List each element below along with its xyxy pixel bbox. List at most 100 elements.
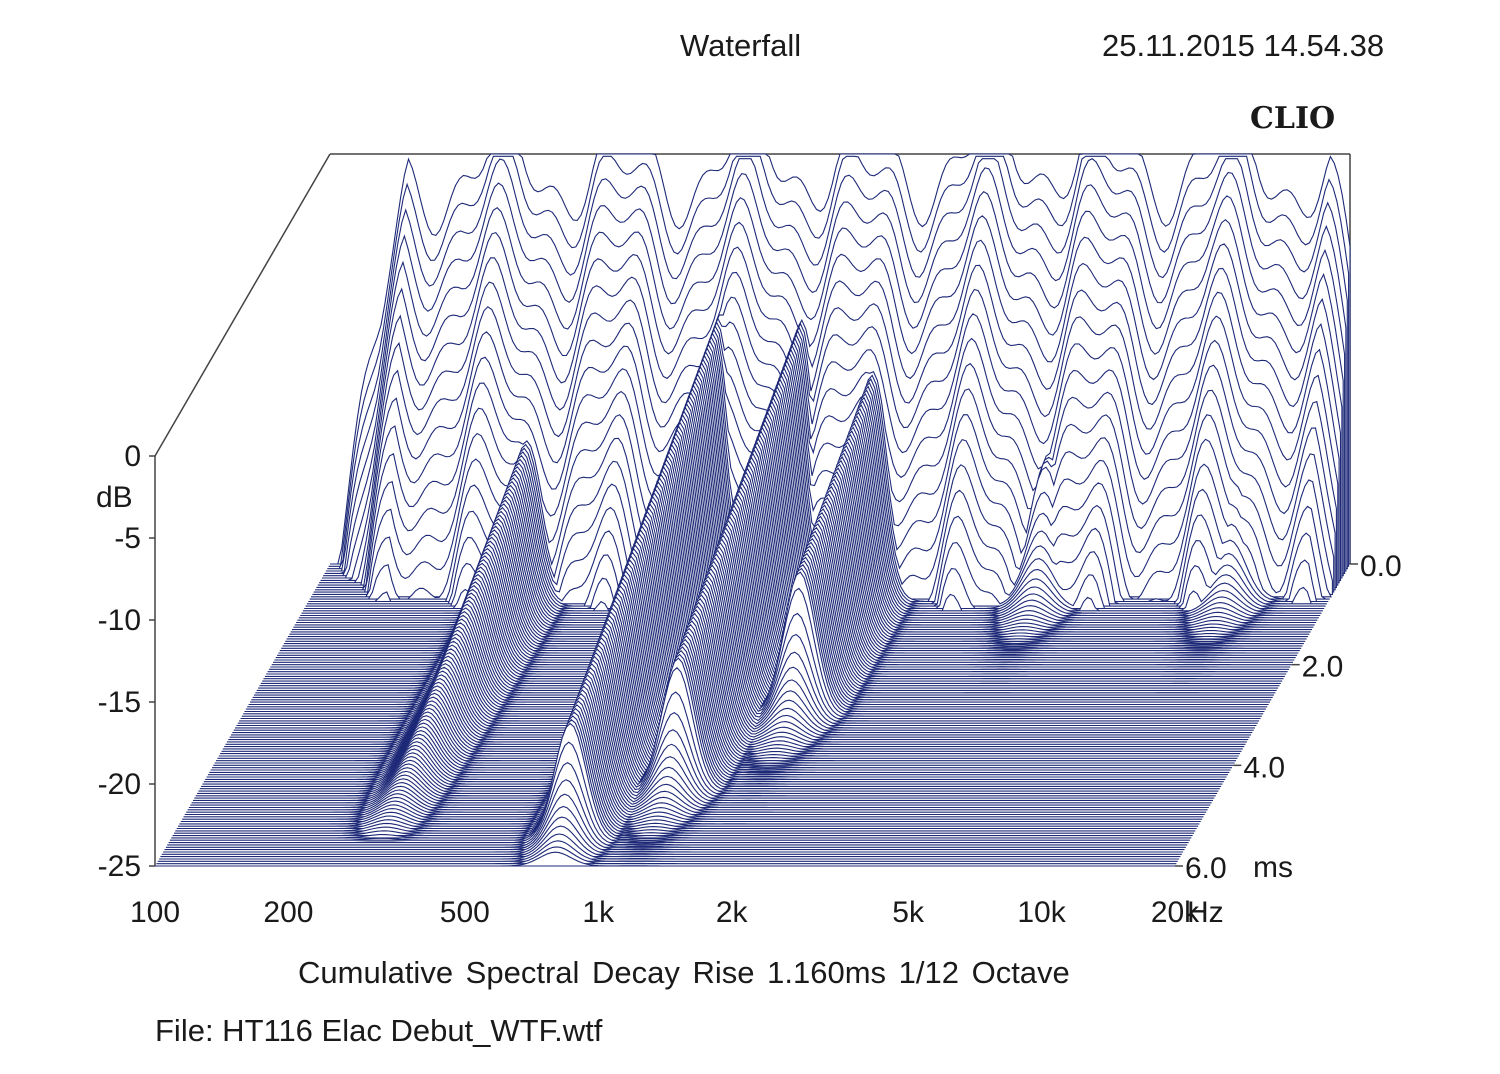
decay-trace bbox=[157, 840, 1178, 862]
decay-trace bbox=[220, 585, 1241, 755]
decay-trace bbox=[251, 499, 1272, 701]
z-axis-ticks: 0.0 2.0 4.0 6.0 bbox=[1175, 550, 1402, 885]
x-axis-ticks: 100 200 500 1k 2k 5k 10k 20k bbox=[130, 896, 1200, 929]
x-tick-label: 5k bbox=[892, 896, 925, 929]
decay-trace bbox=[202, 633, 1223, 785]
z-tick-label: 4.0 bbox=[1243, 751, 1285, 784]
decay-trace bbox=[241, 525, 1262, 717]
decay-trace bbox=[165, 779, 1186, 848]
decay-trace bbox=[160, 825, 1181, 858]
decay-trace bbox=[175, 707, 1196, 832]
decay-trace bbox=[248, 507, 1269, 706]
x-tick-label: 100 bbox=[130, 896, 180, 929]
decay-trace bbox=[159, 833, 1180, 860]
z-axis-unit: ms bbox=[1253, 851, 1293, 884]
decay-trace bbox=[180, 693, 1201, 823]
decay-trace bbox=[183, 685, 1204, 818]
decay-trace bbox=[233, 547, 1254, 731]
decay-trace bbox=[199, 640, 1220, 790]
decay-trace bbox=[187, 674, 1208, 811]
decay-trace bbox=[179, 696, 1200, 825]
decay-trace bbox=[226, 566, 1247, 743]
y-tick-label: -25 bbox=[98, 850, 141, 883]
decay-trace bbox=[169, 722, 1190, 841]
decay-trace bbox=[263, 466, 1284, 680]
y-tick-label: -20 bbox=[98, 768, 141, 801]
decay-trace bbox=[222, 577, 1243, 750]
decay-trace bbox=[236, 540, 1257, 727]
decay-trace bbox=[221, 581, 1242, 752]
decay-trace bbox=[210, 611, 1231, 771]
decay-trace bbox=[255, 488, 1276, 694]
decay-trace bbox=[254, 492, 1274, 696]
decay-trace bbox=[182, 689, 1203, 820]
decay-trace bbox=[167, 761, 1188, 846]
decay-trace bbox=[203, 629, 1224, 783]
decay-trace bbox=[174, 711, 1194, 834]
decay-trace bbox=[197, 648, 1218, 794]
decay-trace bbox=[217, 592, 1238, 759]
decay-trace bbox=[156, 846, 1177, 865]
decay-trace bbox=[260, 473, 1281, 684]
x-tick-label: 10k bbox=[1017, 896, 1066, 929]
decay-trace bbox=[164, 793, 1185, 851]
decay-trace bbox=[191, 663, 1212, 804]
decay-trace bbox=[250, 503, 1270, 703]
decay-trace bbox=[247, 510, 1268, 708]
decay-trace bbox=[258, 481, 1279, 689]
decay-traces bbox=[155, 153, 1351, 867]
file-name: File: HT116 Elac Debut_WTF.wtf bbox=[155, 1013, 603, 1048]
decay-trace bbox=[188, 670, 1209, 809]
decay-trace bbox=[212, 607, 1232, 769]
decay-trace bbox=[209, 614, 1230, 773]
decay-trace bbox=[214, 600, 1235, 764]
decay-trace bbox=[252, 495, 1273, 698]
x-tick-label: 200 bbox=[263, 896, 313, 929]
y-tick-label: -10 bbox=[98, 604, 141, 637]
decay-trace bbox=[198, 644, 1219, 792]
x-tick-label: 20k bbox=[1151, 896, 1200, 929]
decay-trace bbox=[235, 544, 1255, 729]
decay-trace bbox=[243, 521, 1264, 715]
chart-subtitle: Cumulative Spectral Decay Rise 1.160ms 1… bbox=[298, 955, 1070, 990]
decay-trace bbox=[264, 462, 1285, 677]
decay-trace bbox=[218, 588, 1239, 757]
decay-trace bbox=[237, 536, 1258, 724]
decay-trace bbox=[228, 562, 1249, 741]
decay-trace bbox=[259, 477, 1280, 687]
chart-timestamp: 25.11.2015 14.54.38 bbox=[1102, 28, 1385, 63]
z-tick-label: 0.0 bbox=[1360, 550, 1402, 583]
y-axis-ticks: 0 -5 -10 -15 -20 -25 bbox=[98, 440, 155, 883]
decay-trace bbox=[171, 719, 1192, 839]
decay-trace bbox=[195, 652, 1216, 797]
decay-trace bbox=[193, 659, 1213, 801]
decay-trace bbox=[155, 851, 1175, 867]
decay-trace bbox=[225, 570, 1246, 745]
decay-trace bbox=[256, 484, 1277, 691]
z-tick-label: 6.0 bbox=[1185, 852, 1227, 885]
back-wall-edge bbox=[154, 153, 331, 457]
decay-trace bbox=[231, 555, 1251, 736]
x-axis-unit: Hz bbox=[1187, 896, 1224, 929]
decay-trace bbox=[201, 637, 1222, 787]
decay-trace bbox=[178, 700, 1199, 827]
decay-trace bbox=[262, 469, 1283, 682]
decay-trace bbox=[216, 596, 1236, 762]
decay-trace bbox=[206, 622, 1227, 778]
x-tick-label: 1k bbox=[582, 896, 615, 929]
y-tick-label: 0 bbox=[124, 440, 141, 473]
decay-trace bbox=[207, 618, 1228, 776]
decay-trace bbox=[163, 805, 1184, 853]
clio-logo: CLIO bbox=[1250, 101, 1336, 136]
decay-trace bbox=[190, 666, 1211, 806]
decay-trace bbox=[240, 529, 1261, 720]
decay-trace bbox=[176, 704, 1197, 830]
y-axis-unit: dB bbox=[96, 481, 133, 514]
x-tick-label: 2k bbox=[716, 896, 749, 929]
decay-trace bbox=[213, 603, 1234, 766]
decay-trace bbox=[224, 573, 1245, 748]
decay-trace bbox=[168, 741, 1189, 844]
chart-title: Waterfall bbox=[680, 28, 802, 63]
decay-trace bbox=[161, 816, 1182, 855]
